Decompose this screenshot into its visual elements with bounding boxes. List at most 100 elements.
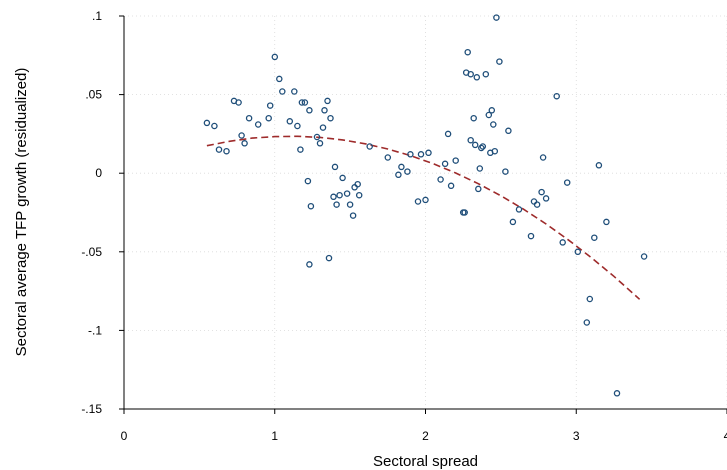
scatter-point (343, 190, 351, 197)
scatter-point (417, 151, 425, 158)
scatter-point (613, 390, 621, 397)
scatter-point (473, 74, 481, 81)
scatter-point (304, 177, 312, 185)
scatter-point (395, 171, 402, 179)
scatter-point (404, 168, 411, 175)
scatter-point (286, 118, 294, 125)
scatter-point (306, 261, 313, 268)
scatter-point (297, 146, 304, 153)
y-tick-label: -.1 (88, 323, 102, 337)
scatter-point (298, 99, 306, 106)
scatter-point (271, 53, 279, 61)
scatter-point (437, 176, 444, 183)
scatter-point (316, 140, 324, 147)
scatter-point (527, 232, 535, 240)
scatter-point (215, 146, 223, 153)
y-axis-ticks: -.15 -.1 -.05 0 .05 .1 (81, 9, 124, 416)
scatter-point (640, 253, 648, 260)
scatter-point (603, 218, 610, 226)
scatter-point (291, 88, 298, 95)
scatter-point (366, 143, 373, 150)
scatter-point (467, 70, 474, 78)
scatter-point (496, 58, 503, 65)
scatter-point (476, 165, 484, 172)
scatter-point (509, 218, 517, 226)
scatter-point (245, 114, 253, 122)
scatter-point (583, 319, 591, 326)
scatter-point (238, 132, 245, 139)
scatter-point (211, 122, 218, 130)
scatter-point (422, 196, 429, 204)
scatter-point (464, 48, 471, 56)
y-tick-label: .05 (85, 88, 102, 102)
scatter-point (319, 124, 327, 131)
scatter-point (441, 160, 449, 168)
y-tick-label: -.05 (81, 245, 102, 259)
scatter-point (301, 99, 309, 106)
scatter-point (586, 295, 594, 303)
scatter-point (355, 191, 363, 199)
scatter-point (241, 140, 248, 147)
scatter-point (223, 147, 230, 155)
scatter-point (444, 130, 452, 138)
scatter-point (354, 180, 361, 188)
scatter-point (488, 107, 496, 114)
scatter-point (470, 114, 477, 122)
scatter-point (452, 157, 459, 164)
scatter-point (330, 193, 337, 201)
scatter-point (574, 248, 582, 256)
scatter-point (325, 254, 333, 262)
scatter-point (479, 143, 487, 150)
scatter-point (485, 111, 493, 119)
scatter-point (478, 144, 485, 152)
scatter-point (591, 234, 598, 241)
scatter-point (339, 174, 346, 182)
scatter-point (346, 201, 354, 208)
x-tick-label: 3 (573, 429, 580, 443)
scatter-point (595, 162, 603, 169)
grid-lines (124, 15, 727, 409)
scatter-point (475, 185, 482, 193)
scatter-point (266, 102, 274, 109)
x-axis-ticks: 0 1 2 3 4 (121, 409, 727, 443)
scatter-point (563, 179, 571, 186)
scatter-point (490, 121, 497, 128)
scatter-point (265, 114, 272, 122)
scatter-point (321, 107, 328, 114)
y-tick-label: .1 (92, 9, 102, 23)
scatter-point (336, 191, 343, 199)
scatter-point (349, 212, 357, 219)
scatter-point (279, 88, 286, 95)
scatter-point (331, 163, 339, 171)
x-tick-label: 0 (121, 429, 128, 443)
x-axis-label: Sectoral spread (373, 453, 478, 470)
scatter-point (333, 201, 340, 208)
scatter-point (307, 202, 315, 210)
scatter-point (235, 99, 242, 106)
x-tick-label: 2 (422, 429, 429, 443)
scatter-point (467, 136, 474, 144)
y-tick-label: 0 (95, 166, 102, 180)
x-tick-label: 4 (724, 429, 727, 443)
x-tick-label: 1 (271, 429, 278, 443)
scatter-point (276, 75, 283, 83)
fitted-curve (206, 135, 641, 300)
scatter-point (502, 168, 509, 175)
scatter-point (553, 92, 560, 100)
scatter-point (254, 121, 262, 128)
scatter-point (533, 201, 541, 208)
scatter-point (539, 154, 547, 161)
y-axis-label: Sectoral average TFP growth (residualize… (13, 68, 30, 357)
scatter-point (384, 154, 392, 161)
scatter-point (559, 239, 566, 246)
scatter-point (398, 163, 405, 171)
data-marks (203, 14, 648, 397)
scatter-point (425, 149, 432, 157)
scatter-point (447, 182, 455, 190)
scatter-point (493, 14, 500, 21)
scatter-point (407, 151, 414, 158)
scatter-point (306, 107, 313, 114)
scatter-point (327, 114, 334, 122)
scatter-point (414, 198, 422, 205)
